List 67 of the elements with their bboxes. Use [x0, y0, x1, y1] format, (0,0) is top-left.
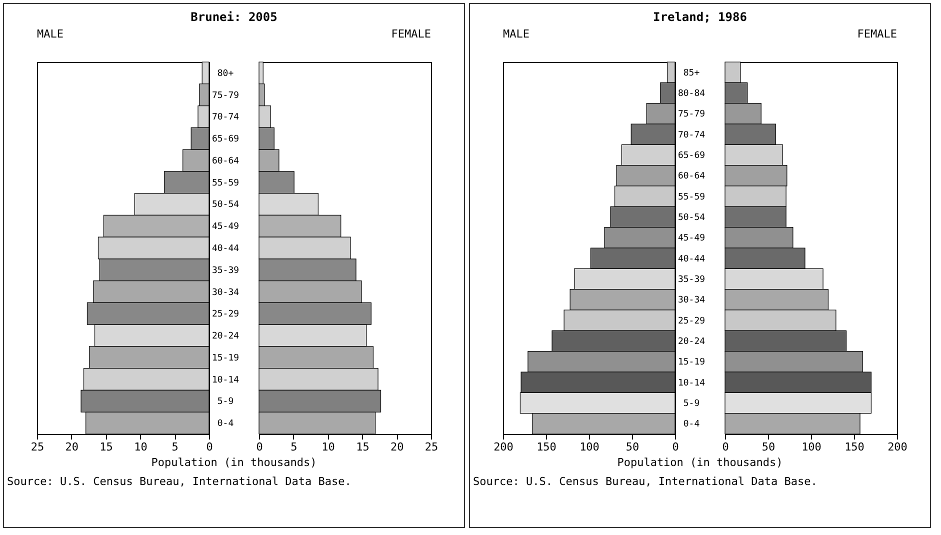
- y-tick-label: 70-74: [678, 130, 706, 140]
- x-tick-label: 0: [722, 440, 729, 454]
- x-tick-label: 20: [390, 440, 404, 454]
- x-tick-label: 10: [322, 440, 335, 454]
- x-tick-label: 50: [762, 440, 776, 454]
- y-tick-label: 60-64: [212, 156, 240, 166]
- x-tick-label: 15: [356, 440, 370, 454]
- x-axis-title: Population (in thousands): [150, 456, 318, 469]
- y-tick-label: 65-69: [212, 134, 240, 145]
- x-tick-label: 150: [844, 440, 864, 454]
- x-tick-label: 5: [290, 440, 298, 454]
- y-tick-label: 30-34: [212, 288, 240, 298]
- y-tick-label: 0-4: [217, 419, 234, 430]
- y-tick-label: 80+: [217, 68, 234, 79]
- x-tick-label: 15: [100, 440, 113, 454]
- y-tick-label: 80-84: [678, 89, 706, 99]
- x-tick-label: 0: [206, 440, 213, 454]
- y-tick-label: 35-39: [678, 275, 706, 285]
- text: MALE: [503, 28, 530, 41]
- y-tick-label: 85+: [683, 68, 700, 78]
- y-tick-label: 40-44: [678, 254, 706, 264]
- y-tick-label: 10-14: [212, 375, 240, 386]
- y-tick-label: 15-19: [212, 353, 240, 364]
- x-tick-label: 0: [256, 440, 263, 454]
- y-tick-label: 10-14: [678, 378, 706, 388]
- y-tick-label: 40-44: [212, 244, 240, 254]
- x-tick-label: 0: [672, 440, 679, 454]
- x-tick-label: 100: [802, 440, 822, 454]
- text: MALE: [37, 28, 64, 41]
- x-tick-label: 25: [30, 440, 44, 454]
- y-tick-label: 5-9: [217, 397, 234, 408]
- y-tick-label: 20-24: [212, 332, 240, 342]
- x-tick-label: 200: [888, 440, 908, 454]
- y-tick-label: 20-24: [678, 337, 706, 347]
- source-note: Source: U.S. Census Bureau, International Data Base.: [473, 475, 818, 488]
- y-tick-label: 50-54: [678, 213, 706, 223]
- y-tick-label: 50-54: [212, 200, 240, 210]
- y-tick-label: 55-59: [212, 178, 240, 188]
- x-axis-title: Population (in thousands): [616, 456, 784, 469]
- y-tick-label: 5-9: [683, 399, 700, 409]
- y-tick-label: 15-19: [678, 358, 706, 368]
- y-tick-label: 25-29: [212, 310, 240, 320]
- x-tick-label: 150: [536, 440, 556, 454]
- y-tick-label: 65-69: [678, 151, 706, 161]
- x-tick-label: 5: [172, 440, 178, 454]
- y-tick-label: 45-49: [678, 234, 706, 244]
- y-tick-label: 75-79: [678, 110, 706, 120]
- x-tick-label: 10: [134, 440, 148, 454]
- x-tick-label: 50: [626, 440, 640, 454]
- x-tick-label: 100: [580, 440, 600, 454]
- y-tick-label: 75-79: [212, 90, 240, 101]
- y-tick-label: 35-39: [212, 266, 240, 276]
- y-tick-label: 70-74: [212, 112, 240, 123]
- y-tick-label: 25-29: [678, 316, 706, 326]
- y-tick-label: 45-49: [212, 222, 240, 232]
- y-tick-label: 60-64: [678, 172, 706, 182]
- y-tick-label: 0-4: [683, 420, 700, 430]
- y-tick-label: 30-34: [678, 296, 706, 306]
- x-tick-label: 200: [494, 440, 514, 454]
- text: Brunei: 2005: [190, 10, 278, 26]
- x-tick-label: 25: [424, 440, 438, 454]
- text: FEMALE: [391, 28, 431, 41]
- text: FEMALE: [857, 28, 897, 41]
- text: Ireland; 1986: [652, 10, 748, 26]
- source-note: Source: U.S. Census Bureau, International Data Base.: [7, 475, 352, 488]
- y-tick-label: 55-59: [678, 192, 706, 202]
- x-tick-label: 20: [65, 440, 79, 454]
